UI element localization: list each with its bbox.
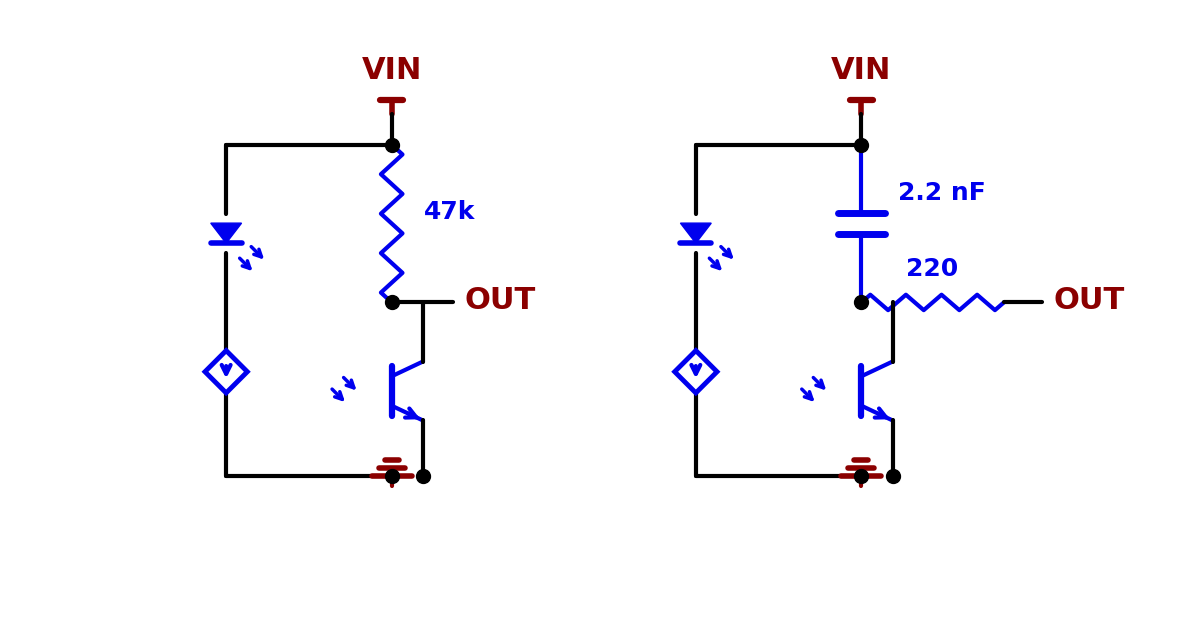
Text: OUT: OUT <box>464 286 536 315</box>
Text: 2.2 nF: 2.2 nF <box>899 181 986 205</box>
Polygon shape <box>674 351 718 393</box>
Text: 220: 220 <box>906 257 959 281</box>
Polygon shape <box>680 223 712 243</box>
Text: 47k: 47k <box>424 200 475 224</box>
Text: OUT: OUT <box>1054 286 1126 315</box>
Text: VIN: VIN <box>361 55 422 84</box>
Text: VIN: VIN <box>832 55 892 84</box>
Polygon shape <box>205 351 247 393</box>
Polygon shape <box>211 223 241 243</box>
